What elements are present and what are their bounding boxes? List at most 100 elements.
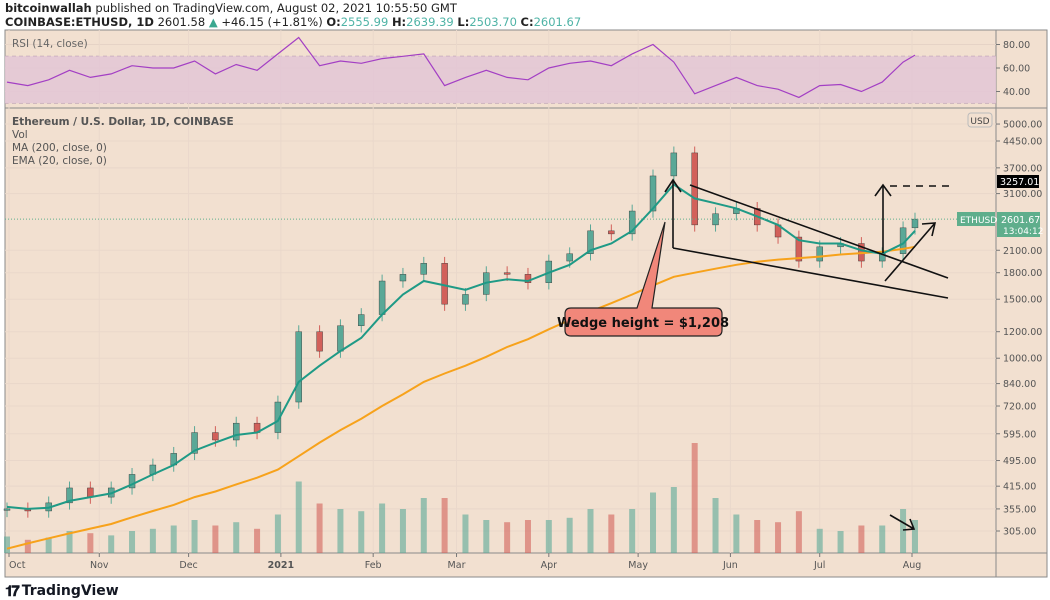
volume-bar <box>337 509 344 553</box>
candle-body <box>462 294 469 305</box>
candle-body <box>191 432 198 454</box>
wedge-upper-trendline[interactable] <box>689 184 949 279</box>
rsi-legend: RSI (14, close) <box>12 38 88 50</box>
tradingview-logo[interactable]: 𝟏𝟕 TradingView <box>5 582 119 600</box>
candle-body <box>3 508 11 511</box>
candle-body <box>712 213 719 226</box>
volume-bar <box>170 525 177 553</box>
volume-bar <box>733 514 740 553</box>
volume-bar <box>879 525 886 553</box>
wedge-lower-trendline[interactable] <box>672 247 949 299</box>
candle-body <box>212 432 219 441</box>
bar-countdown: 13:04:12 <box>1003 227 1043 237</box>
time-tick-label: Dec <box>179 560 197 571</box>
price-tick-label: 3100.00 <box>1003 189 1042 200</box>
time-tick-label: Feb <box>365 560 382 571</box>
candle-body <box>816 246 823 262</box>
volume-bar <box>587 509 594 553</box>
candle-body <box>587 230 594 254</box>
volume-bar <box>274 514 281 553</box>
volume-bar <box>233 522 240 553</box>
chart-title: Ethereum / U.S. Dollar, 1D, COINBASE <box>12 116 234 128</box>
volume-bar <box>441 498 448 553</box>
volume-bar <box>149 528 156 553</box>
rsi-band <box>5 56 996 104</box>
time-tick-label: May <box>628 560 648 571</box>
price-tick-label: 1000.00 <box>1003 354 1042 365</box>
volume-bar <box>420 498 427 553</box>
candle-body <box>441 263 448 305</box>
symbol-tag: ETHUSD <box>960 216 997 226</box>
price-tick-label: 3700.00 <box>1003 163 1042 174</box>
price-tick-label: 1800.00 <box>1003 268 1042 279</box>
volume-bar <box>108 535 115 553</box>
volume-bar <box>775 522 782 553</box>
time-tick-label: Jul <box>813 560 825 571</box>
volume-bar <box>816 528 823 553</box>
price-tick-label: 495.00 <box>1003 456 1036 467</box>
volume-bar <box>254 528 261 553</box>
volume-arrow[interactable] <box>889 514 915 530</box>
candle-body <box>337 325 344 352</box>
time-tick-label: Jun <box>722 560 738 571</box>
rsi-tick-label: 80.00 <box>1003 40 1030 51</box>
price-tick-label: 355.00 <box>1003 504 1036 515</box>
volume-bar <box>24 539 31 553</box>
wedge-callout[interactable]: Wedge height = $1,208 <box>557 221 729 337</box>
currency-label: USD <box>970 117 989 127</box>
volume-bar <box>566 517 573 553</box>
open-value: 2555.99 <box>340 15 389 29</box>
candle-body <box>233 422 240 441</box>
volume-bar <box>691 443 698 553</box>
time-tick-label: Mar <box>448 560 466 571</box>
callout-box <box>564 221 723 337</box>
candle-body <box>670 152 678 177</box>
arrow-head-icon <box>921 222 937 237</box>
volume-bar <box>212 525 219 553</box>
currency-badge[interactable] <box>967 112 993 128</box>
breakout-arrow[interactable] <box>884 222 936 282</box>
high-label: H: <box>391 15 407 29</box>
candle-body <box>911 218 919 229</box>
candle-body <box>503 272 511 275</box>
volume-bar <box>358 511 365 553</box>
volume-bar <box>45 537 52 553</box>
volume-bar <box>911 520 918 553</box>
rsi-line <box>6 36 916 99</box>
axis-ticks: 80.00 60.00 40.00 5000.00 4450.00 3700.00 3100… <box>8 40 1042 571</box>
time-tick-label: Nov <box>90 560 109 571</box>
price-tick-label: 595.00 <box>1003 429 1036 440</box>
candle-body <box>378 280 386 315</box>
volume-bar <box>379 503 386 553</box>
volume-bar <box>129 531 136 553</box>
volume-bar <box>504 522 511 553</box>
author: bitcoinwallah <box>5 1 92 15</box>
ema-legend: EMA (20, close, 0) <box>12 155 107 167</box>
candle-body <box>316 331 323 352</box>
price-tick-label: 305.00 <box>1003 526 1036 537</box>
symbol: COINBASE:ETHUSD, 1D <box>5 15 154 29</box>
candle-body <box>66 487 73 504</box>
arrow-head-icon <box>902 518 916 531</box>
callout-text: Wedge height = $1,208 <box>557 316 729 331</box>
candle-body <box>566 253 573 262</box>
volume-bar <box>900 509 907 553</box>
drawings <box>664 178 950 531</box>
price-tick-label: 2100.00 <box>1003 246 1042 257</box>
candle-body <box>128 474 136 489</box>
low-label: L: <box>457 15 470 29</box>
symbol-info: COINBASE:ETHUSD, 1D 2601.58 ▲ +46.15 (+1… <box>5 15 581 29</box>
volume-bar <box>837 531 844 553</box>
volume-bar <box>4 536 10 553</box>
volume-bar <box>629 509 636 553</box>
price-tick-label: 720.00 <box>1003 402 1036 413</box>
time-tick-label: Oct <box>9 560 26 571</box>
grid <box>5 30 996 553</box>
close-value: 2601.67 <box>533 15 582 29</box>
price-tick-label: 1500.00 <box>1003 295 1042 306</box>
price-tick-label: 415.00 <box>1003 482 1036 493</box>
volume-bar <box>858 525 865 553</box>
candle-body <box>295 331 302 403</box>
rsi-tick-label: 60.00 <box>1003 64 1030 75</box>
